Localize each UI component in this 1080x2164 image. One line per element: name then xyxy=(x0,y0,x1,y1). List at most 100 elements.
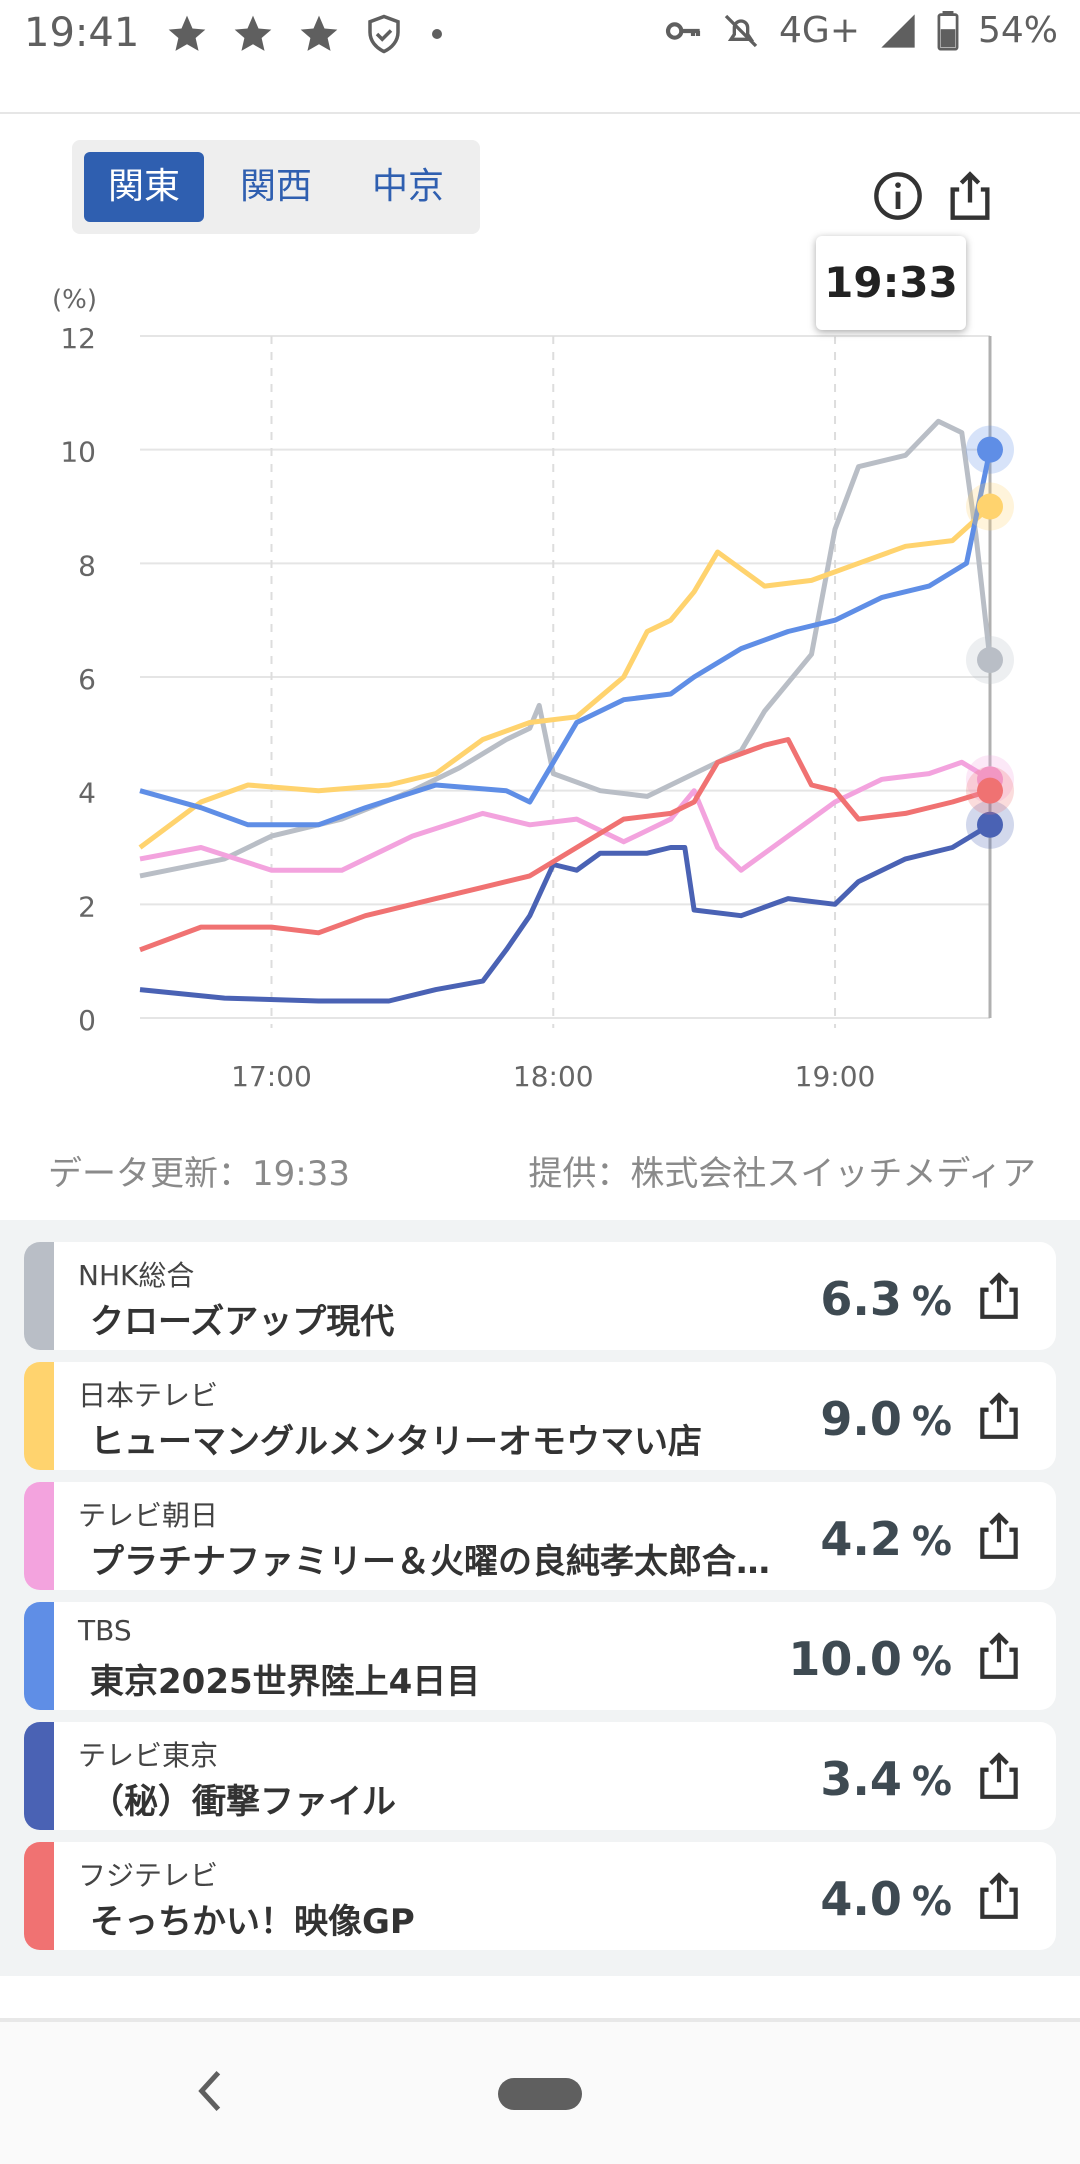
y-tick-label: 6 xyxy=(78,663,96,696)
star-icon xyxy=(168,15,206,51)
share-icon[interactable] xyxy=(974,1630,1024,1682)
rating-value: 10.0% xyxy=(788,1632,952,1686)
header-partial xyxy=(0,72,1080,114)
series-marker xyxy=(977,436,1003,463)
rating-unit: % xyxy=(911,1759,952,1805)
tab-kansai[interactable]: 関西 xyxy=(239,166,312,207)
rating-number: 10.0 xyxy=(788,1632,902,1686)
dot-icon xyxy=(432,29,442,39)
home-button[interactable] xyxy=(498,2078,582,2110)
rating-unit: % xyxy=(911,1639,952,1685)
series-line xyxy=(139,449,993,828)
series-marker xyxy=(977,777,1003,804)
channel-color-stripe xyxy=(24,1722,54,1830)
rating-unit: % xyxy=(911,1399,952,1445)
channel-name: テレビ東京 xyxy=(78,1739,219,1772)
ratings-chart[interactable]: 0 2 4 6 8 10 12 (%) 17:00 18:00 19:00 xyxy=(0,264,1080,1144)
share-icon[interactable] xyxy=(974,1270,1024,1322)
battery-level: 54% xyxy=(977,10,1058,51)
series-line xyxy=(139,822,992,1004)
info-icon[interactable] xyxy=(872,170,924,222)
star-icon xyxy=(234,15,272,51)
chart-card: 関東 関西 中京 0 2 4 6 8 10 12 (%) 17:00 18:00 19:00 19:… xyxy=(0,114,1080,1220)
channel-name: 日本テレビ xyxy=(78,1379,219,1412)
channel-color-stripe xyxy=(24,1842,54,1950)
share-icon[interactable] xyxy=(974,1750,1024,1802)
program-list: NHK総合 クローズアップ現代 6.3% 日本テレビ ヒューマングルメンタリーオ… xyxy=(0,1220,1080,1976)
rating-value: 6.3% xyxy=(820,1272,952,1326)
channel-color-stripe xyxy=(24,1362,54,1470)
program-card[interactable]: テレビ東京 （秘）衝撃ファイル 3.4% xyxy=(24,1722,1056,1830)
channel-color-stripe xyxy=(24,1482,54,1590)
channel-name: フジテレビ xyxy=(78,1859,219,1892)
rating-unit: % xyxy=(911,1279,952,1325)
tab-kanto[interactable]: 関東 xyxy=(84,152,204,222)
channel-name: NHK総合 xyxy=(78,1259,195,1292)
bell-off-icon xyxy=(724,14,758,47)
channel-name: テレビ朝日 xyxy=(78,1499,219,1532)
x-tick-label: 17:00 xyxy=(231,1060,312,1093)
program-card[interactable]: テレビ朝日 プラチナファミリー＆火曜の良純孝太郎合… 4.2% xyxy=(24,1482,1056,1590)
series-line xyxy=(139,737,991,953)
rating-unit: % xyxy=(911,1519,952,1565)
y-tick-label: 0 xyxy=(78,1004,96,1037)
program-card[interactable]: TBS 東京2025世界陸上4日目 10.0% xyxy=(24,1602,1056,1710)
x-tick-label: 18:00 xyxy=(513,1060,594,1093)
series-marker xyxy=(977,811,1003,838)
program-card[interactable]: フジテレビ そっちかい！映像GP 4.0% xyxy=(24,1842,1056,1950)
share-icon[interactable] xyxy=(944,170,996,222)
rating-value: 4.2% xyxy=(820,1512,952,1566)
network-type: 4G+ xyxy=(779,10,860,51)
channel-color-stripe xyxy=(24,1242,54,1350)
notification-icons xyxy=(165,12,447,56)
program-title: （秘）衝撃ファイル xyxy=(90,1782,396,1822)
y-tick-label: 8 xyxy=(78,549,96,582)
series-line xyxy=(139,418,993,879)
channel-name: TBS xyxy=(78,1614,132,1647)
signal-icon xyxy=(881,13,915,48)
provider-label: 提供：株式会社スイッチメディア xyxy=(528,1154,1036,1194)
region-tabs: 関東 関西 中京 xyxy=(72,140,480,234)
program-card[interactable]: 日本テレビ ヒューマングルメンタリーオモウマい店 9.0% xyxy=(24,1362,1056,1470)
rating-unit: % xyxy=(911,1879,952,1925)
system-nav-bar xyxy=(0,2018,1080,2164)
x-tick-label: 19:00 xyxy=(795,1060,876,1093)
data-updated-label: データ更新：19:33 xyxy=(48,1154,350,1194)
series-line xyxy=(139,759,992,873)
star-icon xyxy=(300,15,338,51)
time-tooltip: 19:33 xyxy=(816,236,966,330)
y-tick-label: 4 xyxy=(78,777,96,810)
program-title: ヒューマングルメンタリーオモウマい店 xyxy=(90,1422,702,1462)
program-title: プラチナファミリー＆火曜の良純孝太郎合… xyxy=(90,1542,770,1582)
series-line xyxy=(138,504,992,850)
battery-icon xyxy=(937,10,959,51)
rating-value: 9.0% xyxy=(820,1392,952,1446)
series-marker xyxy=(977,493,1003,520)
program-title: 東京2025世界陸上4日目 xyxy=(90,1662,481,1702)
back-icon[interactable] xyxy=(190,2066,230,2116)
channel-color-stripe xyxy=(24,1602,54,1710)
rating-number: 4.0 xyxy=(820,1872,902,1926)
rating-number: 9.0 xyxy=(820,1392,902,1446)
status-time: 19:41 xyxy=(24,10,140,56)
rating-number: 6.3 xyxy=(820,1272,902,1326)
status-bar: 19:41 4G+ 54% xyxy=(0,0,1080,72)
rating-number: 4.2 xyxy=(820,1512,902,1566)
key-icon xyxy=(665,21,701,40)
y-unit-label: (%) xyxy=(52,285,97,315)
share-icon[interactable] xyxy=(974,1390,1024,1442)
share-icon[interactable] xyxy=(974,1870,1024,1922)
program-title: クローズアップ現代 xyxy=(90,1302,395,1342)
tab-chukyo[interactable]: 中京 xyxy=(371,166,444,207)
program-card[interactable]: NHK総合 クローズアップ現代 6.3% xyxy=(24,1242,1056,1350)
series-marker xyxy=(977,646,1003,673)
rating-value: 4.0% xyxy=(820,1872,952,1926)
rating-number: 3.4 xyxy=(820,1752,902,1806)
y-tick-label: 10 xyxy=(60,436,96,469)
y-tick-label: 2 xyxy=(78,890,96,923)
share-icon[interactable] xyxy=(974,1510,1024,1562)
rating-value: 3.4% xyxy=(820,1752,952,1806)
program-title: そっちかい！映像GP xyxy=(90,1902,415,1942)
y-tick-label: 12 xyxy=(60,322,96,355)
shield-check-icon xyxy=(368,14,400,54)
